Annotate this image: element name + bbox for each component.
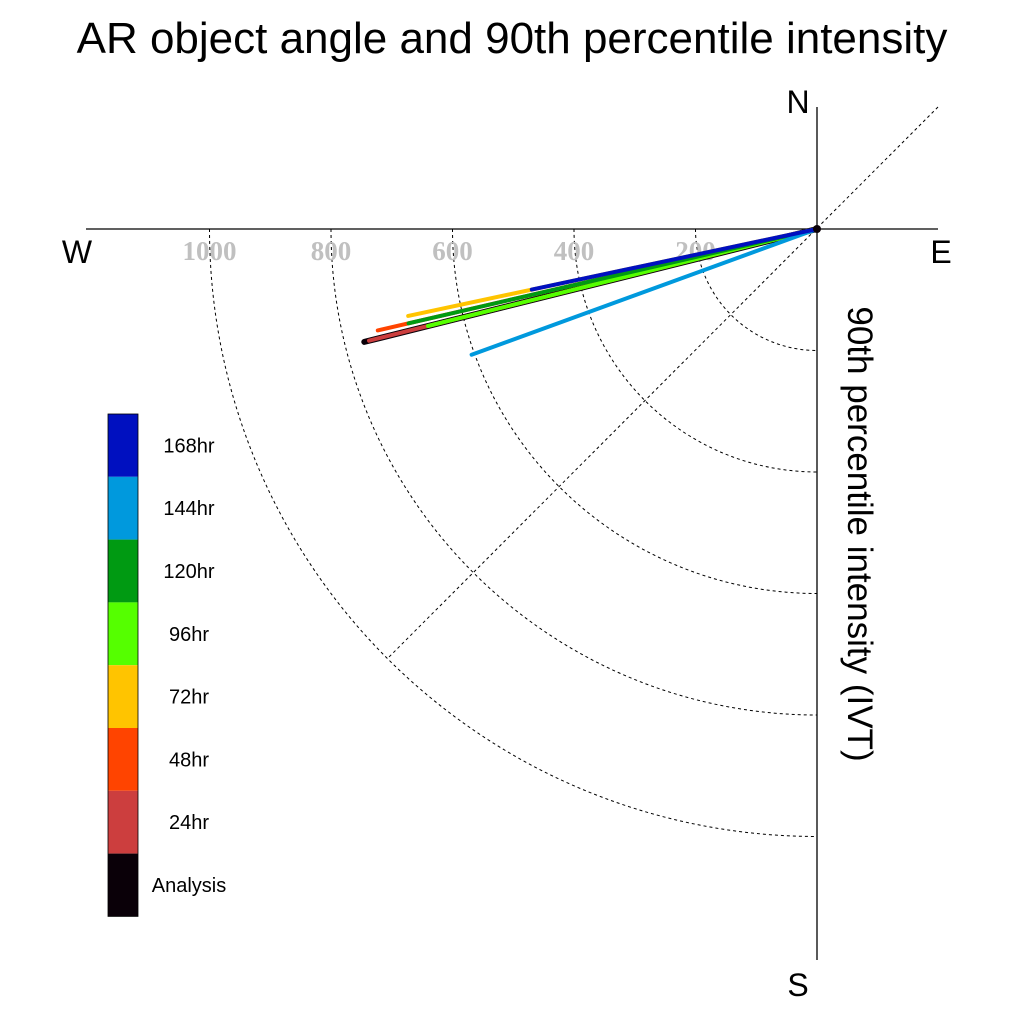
radial-tick-label: 600 (432, 236, 473, 266)
legend-label-144hr: 144hr (163, 498, 214, 520)
diagonal-grid-line (386, 106, 939, 660)
radial-tick-label: 400 (554, 236, 595, 266)
legend-label-120hr: 120hr (163, 561, 214, 583)
chart-title: AR object angle and 90th percentile inte… (76, 14, 948, 63)
legend-label-168hr: 168hr (163, 435, 214, 457)
legend-swatch-168hr (108, 414, 138, 477)
vector-144hr (469, 227, 819, 357)
north-label: N (786, 84, 809, 120)
legend-label-72hr: 72hr (169, 687, 209, 709)
radial-axis-label: 90th percentile intensity (IVT) (840, 306, 879, 761)
legend-swatch-72hr (108, 665, 138, 728)
legend-swatch-120hr (108, 539, 138, 603)
origin-point (813, 225, 821, 233)
legend-swatch-24hr (108, 790, 138, 854)
legend-frame (107, 413, 139, 917)
legend: 168hr 144hr 120hr 96hr 72hr 48hr 24hr Analysis (107, 413, 226, 917)
compass-axes (86, 106, 939, 960)
legend-label-analysis: Analysis (152, 875, 226, 897)
grid-arc (330, 228, 818, 716)
legend-swatch-96hr (108, 602, 138, 666)
legend-label-48hr: 48hr (169, 749, 209, 771)
legend-swatch-48hr (108, 728, 138, 791)
legend-swatch-analysis (108, 853, 138, 917)
east-label: E (930, 234, 951, 270)
series-vectors (361, 225, 821, 357)
legend-label-24hr: 24hr (169, 812, 209, 834)
radial-tick-label: 1000 (183, 236, 237, 266)
radial-tick-label: 800 (311, 236, 352, 266)
vector-168hr (529, 227, 819, 292)
west-label: W (62, 234, 93, 270)
legend-label-96hr: 96hr (169, 624, 209, 646)
grid-arc (209, 228, 818, 837)
south-label: S (787, 967, 808, 1003)
grid-arc (452, 228, 818, 594)
legend-swatch-144hr (108, 476, 138, 540)
